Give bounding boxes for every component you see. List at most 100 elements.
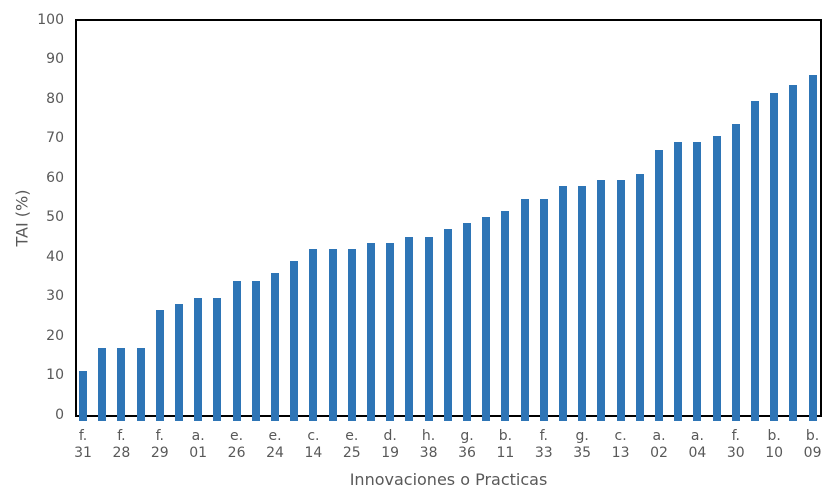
x-tick-label: a. 01 [178, 428, 218, 462]
x-tick-label: c. 14 [293, 428, 333, 462]
bar [789, 84, 798, 421]
x-tick-label: f. 29 [140, 428, 180, 462]
x-tick-label-line: a. [191, 428, 205, 444]
y-tick-label: 10 [46, 367, 64, 384]
bar [175, 304, 183, 421]
bar [328, 248, 337, 421]
x-tick-label-line: 14 [304, 445, 323, 461]
x-tick-label-line: 11 [496, 445, 515, 461]
x-tick-label-line: 26 [227, 445, 246, 461]
bar [501, 211, 510, 421]
x-tick-label-line: b. [805, 428, 820, 444]
x-tick-label: f. 28 [101, 428, 141, 462]
bar [386, 242, 395, 421]
x-tick-label-line: 31 [74, 445, 92, 461]
x-tick-label: g. 35 [562, 428, 602, 462]
x-tick-label-line: e. [345, 428, 359, 444]
bar [79, 371, 87, 421]
y-tick-label: 60 [46, 169, 64, 186]
x-tick-label-line: c. [614, 428, 627, 444]
bar [347, 248, 356, 421]
bar [405, 237, 414, 421]
x-tick-label-line: d. [383, 428, 397, 444]
x-tick-label-line: 35 [573, 445, 592, 461]
bar [808, 74, 817, 421]
x-tick-label: b. 11 [485, 428, 525, 462]
bar [482, 217, 491, 421]
bar [539, 199, 548, 421]
x-tick-label-line: 19 [381, 445, 400, 461]
y-tick-label: 100 [37, 11, 64, 28]
x-tick-label-line: f. [117, 428, 126, 444]
x-tick-label: g. 36 [447, 428, 487, 462]
x-tick-label-line: f. [539, 428, 548, 444]
y-tick-label: 0 [55, 407, 64, 423]
x-tick-label-line: g. [575, 428, 589, 444]
x-tick-label-line: 29 [150, 445, 169, 461]
bar [232, 280, 241, 421]
y-tick-label: 50 [46, 209, 64, 226]
bar [213, 298, 222, 421]
x-tick-label-line: c. [307, 428, 320, 444]
bar [117, 347, 126, 421]
x-tick-label: f. 33 [524, 428, 564, 462]
y-tick-label: 40 [46, 248, 64, 265]
x-tick-label: c. 13 [601, 428, 641, 462]
x-tick-label-line: g. [460, 428, 474, 444]
x-tick-label: d. 19 [370, 428, 410, 462]
x-tick-label-line: 38 [419, 445, 438, 461]
bar [578, 185, 587, 421]
x-tick-label-line: e. [230, 428, 244, 444]
bar [655, 150, 663, 421]
bar [251, 280, 260, 421]
bar [616, 179, 625, 421]
x-tick-label-line: a. [690, 428, 704, 444]
x-tick-label-line: 25 [342, 445, 361, 461]
bar [443, 229, 452, 421]
bar [597, 179, 606, 421]
x-tick-label-line: 09 [803, 445, 822, 461]
y-tick-label: 80 [46, 90, 64, 107]
x-tick-label-line: f. [731, 428, 740, 444]
bar [271, 272, 279, 421]
x-tick-label-line: 13 [611, 445, 630, 461]
x-tick-label: f. 30 [716, 428, 756, 462]
x-tick-label-line: 01 [189, 445, 208, 461]
bar [693, 142, 702, 421]
x-tick-label-line: f. [78, 428, 88, 444]
bar [424, 237, 433, 421]
x-tick-label-line: e. [268, 428, 282, 444]
bar [674, 142, 683, 421]
x-tick-label: b. 10 [754, 428, 794, 462]
x-tick-label: e. 25 [332, 428, 372, 462]
bar [463, 223, 471, 421]
x-tick-label-line: h. [421, 428, 436, 444]
bar [155, 310, 164, 421]
bar [136, 347, 145, 421]
x-tick-label-line: a. [652, 428, 666, 444]
x-tick-label: h. 38 [409, 428, 449, 462]
bar [635, 173, 644, 421]
x-tick-label-line: b. [498, 428, 513, 444]
bar [98, 347, 107, 421]
x-tick-label: e. 26 [217, 428, 257, 462]
x-axis-title: Innovaciones o Practicas [349, 470, 548, 489]
x-tick-label-line: 28 [112, 445, 131, 461]
x-tick-label-line: f. [155, 428, 164, 444]
x-tick-label-line: 30 [726, 445, 745, 461]
y-tick-label: 30 [46, 288, 64, 305]
x-tick-label: a. 04 [677, 428, 717, 462]
x-tick-label-line: 02 [650, 445, 668, 461]
x-tick-label-line: 24 [266, 445, 284, 461]
bar [712, 136, 721, 421]
x-tick-label: f. 31 [63, 428, 103, 462]
bar [194, 298, 203, 421]
bar [559, 185, 567, 421]
x-tick-label: b. 09 [793, 428, 832, 462]
bar [731, 124, 740, 421]
bar [751, 100, 759, 421]
x-tick-label: a. 02 [639, 428, 679, 462]
bar [770, 92, 779, 421]
x-tick-label-line: 36 [458, 445, 476, 461]
